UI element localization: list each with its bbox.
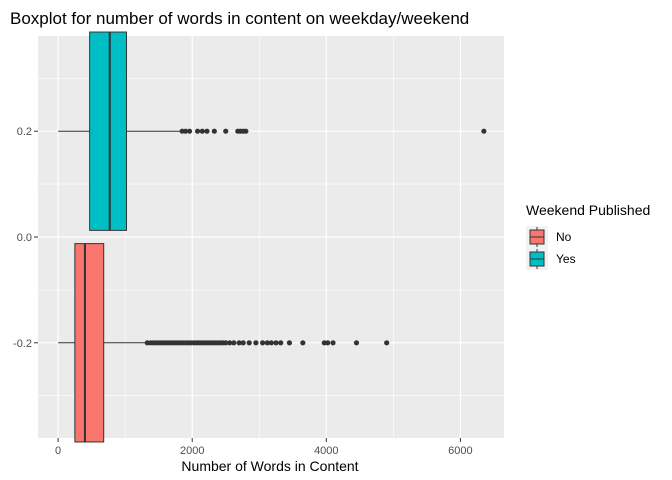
x-tick-label: 4000: [314, 445, 338, 457]
legend-key-no: [526, 226, 548, 248]
outlier-point: [273, 340, 279, 346]
legend-label-no: No: [556, 230, 572, 244]
outlier-point: [300, 340, 306, 346]
outlier-point: [194, 128, 201, 134]
plot-area: 0 2000 4000 6000 -0.2 0.0 0.2: [13, 31, 504, 457]
outlier-point: [264, 340, 270, 346]
outlier-point: [481, 128, 487, 134]
outlier-point: [227, 340, 233, 346]
outlier-point: [182, 128, 189, 134]
legend-title: Weekend Published: [526, 202, 650, 218]
legend-entries: No Yes: [526, 226, 576, 270]
outlier-point: [240, 340, 246, 346]
legend-key-yes: [526, 248, 548, 270]
chart-title: Boxplot for number of words in content o…: [10, 9, 469, 28]
outlier-point: [286, 340, 293, 346]
outlier-point: [243, 128, 249, 134]
boxplot-no: [58, 243, 390, 443]
legend-label-yes: Yes: [556, 252, 576, 266]
outlier-point: [253, 340, 259, 346]
y-tick-label: 0.2: [17, 126, 32, 138]
outlier-point: [223, 128, 229, 134]
boxplot-yes: [58, 31, 487, 231]
outlier-point: [330, 340, 336, 346]
outlier-point: [278, 340, 284, 346]
outlier-point: [268, 340, 274, 346]
x-tick-label: 2000: [180, 445, 204, 457]
y-tick-label: 0.0: [17, 232, 32, 244]
iqr-box: [89, 31, 128, 231]
outlier-point: [260, 340, 266, 346]
outlier-point: [231, 340, 237, 346]
outlier-point: [325, 340, 331, 346]
y-tick-label: -0.2: [13, 338, 32, 350]
outlier-point: [211, 128, 217, 134]
outlier-point: [353, 340, 360, 346]
outlier-point: [236, 340, 242, 346]
outlier-point: [223, 340, 229, 346]
outlier-point: [204, 128, 210, 134]
x-tick-label: 0: [55, 445, 61, 457]
outlier-point: [246, 340, 252, 346]
iqr-box: [74, 243, 105, 443]
outlier-point: [199, 128, 205, 134]
outlier-point: [186, 128, 193, 134]
legend: Weekend Published No Yes: [526, 202, 650, 270]
x-axis-title: Number of Words in Content: [181, 458, 358, 474]
outlier-point: [384, 340, 390, 346]
x-tick-label: 6000: [448, 445, 472, 457]
